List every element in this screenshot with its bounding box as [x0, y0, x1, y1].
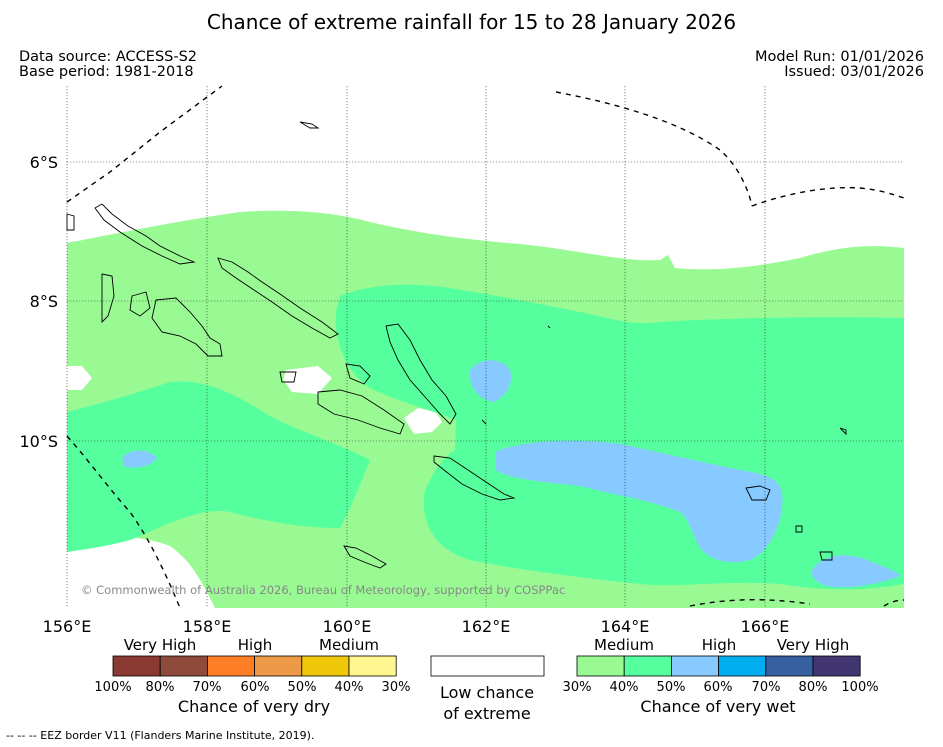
- wet-tick: 40%: [610, 680, 639, 695]
- wet-swatch-0: [576, 655, 625, 677]
- data-source: Data source: ACCESS-S2: [19, 49, 198, 65]
- issued-date: Issued: 03/01/2026: [784, 64, 924, 80]
- map-panel: © Commonwealth of Australia 2026, Bureau…: [66, 85, 905, 609]
- low-chance-swatch: [430, 655, 545, 677]
- dry-category-high: High: [238, 636, 272, 654]
- model-run: Model Run: 01/01/2026: [754, 49, 924, 65]
- dry-category-very-high: Very High: [124, 636, 197, 654]
- lat-label-6s: 6°S: [30, 153, 58, 172]
- wet-swatch-1: [623, 655, 672, 677]
- wet-high-region: [811, 555, 900, 588]
- wet-high-region: [495, 440, 783, 563]
- coastlines: [66, 121, 847, 569]
- low-chance-caption-2: of extreme: [443, 704, 530, 723]
- dry-swatch-5: [348, 655, 397, 677]
- copyright-notice: © Commonwealth of Australia 2026, Bureau…: [81, 583, 565, 597]
- chart-title: Chance of extreme rainfall for 15 to 28 …: [206, 10, 737, 34]
- wet-medium-high-region: [67, 381, 370, 552]
- wet-category-high: High: [702, 636, 736, 654]
- wet-colorbar: Medium High Very High 30% 40% 50% 60% 70…: [563, 636, 879, 716]
- dry-tick-labels: 100% 80% 70% 60% 50% 40% 30%: [94, 680, 410, 695]
- lon-label-160e: 160°E: [323, 617, 372, 636]
- dry-swatch-1: [159, 655, 208, 677]
- wet-caption: Chance of very wet: [640, 697, 795, 716]
- wet-tick-labels: 30% 40% 50% 60% 70% 80% 100%: [563, 680, 879, 695]
- wet-tick: 70%: [752, 680, 781, 695]
- wet-category-medium: Medium: [594, 636, 654, 654]
- wet-swatches: [576, 655, 861, 677]
- lon-label-156e: 156°E: [43, 617, 92, 636]
- low-chance-patch: [283, 366, 332, 394]
- lat-label-8s: 8°S: [30, 292, 58, 311]
- eez-borders: [66, 85, 905, 609]
- wet-tick: 100%: [841, 680, 878, 695]
- eez-footnote: -- -- -- EEZ border V11 (Flanders Marine…: [6, 729, 315, 742]
- wet-tick: 80%: [799, 680, 828, 695]
- low-chance-patch: [67, 536, 215, 608]
- dry-tick: 70%: [193, 680, 222, 695]
- graticule: [66, 86, 904, 608]
- dry-swatch-2: [206, 655, 255, 677]
- low-chance-patch: [404, 408, 442, 434]
- data-source-block: Data source: ACCESS-S2 Base period: 1981…: [19, 50, 197, 80]
- lon-label-158e: 158°E: [183, 617, 232, 636]
- dry-tick: 50%: [288, 680, 317, 695]
- dry-tick: 30%: [382, 680, 411, 695]
- wet-swatch-4: [765, 655, 814, 677]
- wet-swatch-3: [718, 655, 767, 677]
- lon-label-162e: 162°E: [462, 617, 511, 636]
- dry-swatches: [112, 655, 397, 677]
- dry-swatch-4: [301, 655, 350, 677]
- dry-swatch-3: [254, 655, 303, 677]
- base-period: Base period: 1981-2018: [19, 64, 194, 80]
- axis-labels: 6°S 8°S 10°S 156°E 158°E 160°E 162°E 164…: [19, 153, 789, 636]
- wet-tick: 60%: [704, 680, 733, 695]
- wet-swatch-2: [671, 655, 720, 677]
- lon-label-166e: 166°E: [741, 617, 790, 636]
- wet-high-region: [469, 360, 512, 402]
- wet-tick: 50%: [657, 680, 686, 695]
- dry-tick: 80%: [146, 680, 175, 695]
- dry-colorbar: Very High High Medium 100% 80% 70% 60% 5…: [94, 636, 410, 716]
- wet-swatch-5: [812, 655, 861, 677]
- wet-tick: 30%: [563, 680, 592, 695]
- dry-tick: 40%: [335, 680, 364, 695]
- low-chance-legend: Low chance of extreme: [430, 655, 545, 723]
- lat-label-10s: 10°S: [19, 432, 58, 451]
- dry-caption: Chance of very dry: [178, 697, 330, 716]
- model-run-block: Model Run: 01/01/2026 Issued: 03/01/2026: [755, 50, 924, 80]
- wet-high-region: [122, 450, 157, 468]
- lon-label-164e: 164°E: [601, 617, 650, 636]
- dry-category-medium: Medium: [319, 636, 379, 654]
- low-chance-patch: [67, 366, 92, 390]
- dry-swatch-0: [112, 655, 161, 677]
- dry-tick: 60%: [241, 680, 270, 695]
- dry-tick: 100%: [94, 680, 131, 695]
- wet-category-very-high: Very High: [777, 636, 850, 654]
- low-chance-caption-1: Low chance: [440, 683, 534, 702]
